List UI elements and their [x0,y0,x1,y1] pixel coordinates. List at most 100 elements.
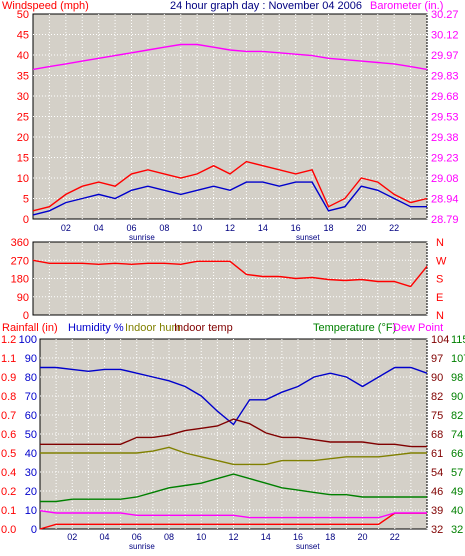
temperature-outer-tick-label: 107 [451,353,465,365]
windspeed-tick-label: 10 [17,173,29,185]
humidity-tick-label: 50 [25,429,37,441]
x-tick-label: 14 [261,532,271,542]
climate-plot-area [39,338,428,530]
x-tick-label: 16 [293,532,303,542]
temperature-outer-tick-label: 115 [451,334,465,346]
temperature-inner-tick-label: 104 [431,334,449,346]
temperature-axis-label: Temperature (°F) [313,322,396,334]
x-tick-label: 08 [159,223,169,233]
rainfall-tick-label: 1.2 [1,334,16,346]
x-tick-label: 22 [390,532,400,542]
wind-x-tick-labels: 02 04 06 08 10 12 14 16 18 20 22 [61,223,399,233]
windspeed-tick-label: 15 [17,153,29,165]
dew-point-axis-label: Dew Point [393,322,443,334]
temperature-outer-tick-label: 74 [451,429,463,441]
humidity-tick-label: 60 [25,410,37,422]
x-tick-label: 10 [196,532,206,542]
temperature-inner-tick-label: 82 [431,391,443,403]
sunset-label-bottom: sunset [296,542,320,551]
direction-degree-label: 90 [17,292,29,304]
x-tick-label: 18 [323,223,333,233]
barometer-tick-label: 29.83 [431,71,459,83]
temperature-inner-tick-label: 75 [431,410,443,422]
climate-series [39,366,428,530]
rainfall-tick-label: 0.5 [1,448,16,460]
direction-compass-label: E [436,292,443,304]
temperature-inner-tick-label: 61 [431,448,443,460]
rainfall-tick-label: 0.1 [1,505,16,517]
x-tick-label: 20 [356,223,366,233]
humidity-tick-label: 30 [25,467,37,479]
temperature-inner-tick-label: 68 [431,429,443,441]
barometer-tick-label: 29.68 [431,91,459,103]
x-tick-label: 04 [99,532,109,542]
humidity-tick-label: 70 [25,391,37,403]
windspeed-tick-label: 30 [17,91,29,103]
sunrise-label-bottom: sunrise [129,542,155,551]
rainfall-tick-label: 0.2 [1,486,16,498]
temperature-inner-tick-label: 90 [431,372,443,384]
humidity-tick-label: 90 [25,353,37,365]
temperature-inner-tick-label: 97 [431,353,443,365]
rainfall-tick-label: 0.8 [1,391,16,403]
barometer-tick-label: 28.94 [431,194,459,206]
humidity-line [40,366,428,426]
barometer-tick-label: 29.08 [431,173,459,185]
windspeed-tick-label: 20 [17,132,29,144]
temperature-outer-tick-label: 57 [451,467,463,479]
direction-compass-label: W [436,255,447,267]
rainfall-tick-label: 0.9 [1,372,16,384]
windspeed-tick-label: 25 [17,112,29,124]
humidity-tick-label: 100 [19,334,37,346]
indoor-hum-axis-label: Indoor hum [125,322,181,334]
x-tick-label: 22 [389,223,399,233]
direction-plot-grid [33,242,428,315]
direction-degree-labels: 0 90 180 270 360 [11,237,29,322]
temperature-inner-tick-label: 46 [431,486,443,498]
indoor-hum-line [40,446,427,466]
humidity-tick-label: 80 [25,372,37,384]
barometer-axis-label: Barometer (in.) [370,0,443,12]
humidity-axis-label: Humidity % [68,322,124,334]
direction-degree-label: 180 [11,274,29,286]
direction-series [32,259,428,288]
direction-degree-label: 360 [11,237,29,249]
rainfall-tick-label: 0.4 [1,467,16,479]
barometer-tick-label: 28.79 [431,214,459,226]
direction-compass-label: N [436,237,444,249]
direction-compass-label: N [436,310,444,322]
barometer-tick-label: 29.53 [431,112,459,124]
temperature-outer-tick-label: 32 [451,524,463,536]
direction-degree-label: 0 [23,310,29,322]
x-tick-label: 12 [228,532,238,542]
wind-series [32,43,428,216]
windspeed-tick-label: 45 [17,30,29,42]
wind-avg-line [32,181,427,216]
rainfall-axis-label: Rainfall (in) [2,322,58,334]
temperature-line [40,473,427,503]
rainfall-tick-labels: 0.0 0.1 0.2 0.4 0.5 0.6 0.7 0.8 0.9 1.1 1.2 [1,334,16,536]
indoor-temp-line [40,418,427,448]
x-tick-label: 16 [291,223,301,233]
humidity-tick-label: 10 [25,505,37,517]
x-tick-label: 20 [357,532,367,542]
rainfall-tick-label: 0.6 [1,429,16,441]
x-tick-label: 14 [258,223,268,233]
temperature-inner-tick-label: 54 [431,467,443,479]
barometer-tick-label: 30.12 [431,30,459,42]
barometer-line [32,43,428,71]
sunset-label-top: sunset [296,233,320,242]
sunrise-label-top: sunrise [129,233,155,242]
barometer-tick-labels: 28.79 28.94 29.08 29.23 29.38 29.53 29.68 29.83… [431,9,459,226]
windspeed-tick-labels: 0 5 10 15 20 25 30 35 40 45 50 [17,9,29,226]
windspeed-line [32,160,428,212]
humidity-tick-label: 20 [25,486,37,498]
temperature-outer-tick-label: 49 [451,486,463,498]
temperature-inner-tick-label: 32 [431,524,443,536]
barometer-tick-label: 29.38 [431,132,459,144]
wind-plot-grid [33,14,428,219]
climate-x-tick-labels: 02 04 06 08 10 12 14 16 18 20 22 [67,532,400,542]
direction-compass-label: S [436,274,443,286]
windspeed-tick-label: 0 [23,214,29,226]
